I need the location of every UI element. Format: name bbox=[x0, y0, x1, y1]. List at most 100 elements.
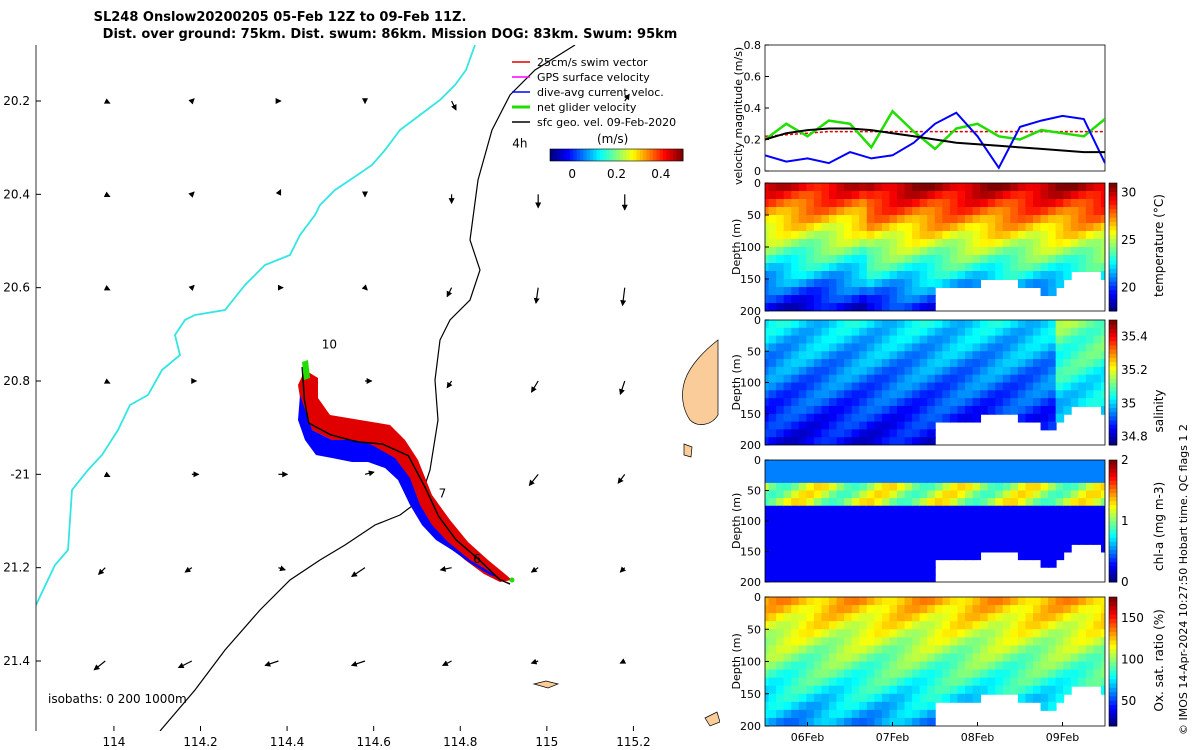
section-cell bbox=[912, 661, 921, 671]
section-cell bbox=[1063, 191, 1072, 200]
section-cell bbox=[813, 382, 823, 392]
section-cell bbox=[927, 303, 936, 311]
depth-tick-label: 50 bbox=[747, 209, 761, 222]
section-cell bbox=[927, 295, 936, 304]
section-cell bbox=[859, 475, 868, 484]
section-cell bbox=[1078, 207, 1087, 216]
section-cell bbox=[934, 513, 944, 522]
section-cell bbox=[768, 279, 778, 288]
section-cell bbox=[972, 359, 982, 368]
section-cell bbox=[829, 207, 838, 216]
section-colorbar-cell bbox=[1109, 328, 1117, 333]
section-cell bbox=[765, 183, 770, 192]
section-cell bbox=[836, 215, 846, 224]
section-cell bbox=[851, 247, 861, 256]
section-cell bbox=[965, 207, 974, 216]
section-cell bbox=[806, 597, 815, 607]
section-cell bbox=[1070, 239, 1080, 248]
section-cell bbox=[912, 413, 921, 423]
section-cell bbox=[995, 359, 1004, 368]
section-cell bbox=[957, 637, 966, 647]
section-cell bbox=[881, 327, 891, 337]
section-cell bbox=[1033, 320, 1042, 329]
section-cell bbox=[776, 359, 785, 368]
section-cell bbox=[836, 498, 846, 507]
section-cell bbox=[806, 413, 815, 423]
section-cell bbox=[874, 390, 883, 400]
colorbar-cell bbox=[603, 149, 608, 161]
section-cell bbox=[919, 271, 929, 280]
colorbar-cell bbox=[626, 149, 631, 161]
section-colorbar-cell bbox=[1109, 500, 1117, 506]
section-cell bbox=[874, 263, 883, 272]
section-cell bbox=[949, 255, 959, 264]
section-cell bbox=[912, 551, 921, 561]
section-cell bbox=[965, 398, 974, 407]
section-cell bbox=[1033, 645, 1042, 655]
section-cell bbox=[1063, 215, 1072, 224]
section-cell bbox=[1040, 279, 1050, 288]
section-cell bbox=[1085, 605, 1095, 615]
section-cell bbox=[980, 215, 989, 224]
section-cell bbox=[798, 359, 808, 368]
section-cell bbox=[776, 247, 785, 256]
section-cell bbox=[980, 335, 989, 345]
section-cell bbox=[765, 475, 770, 484]
section-cell bbox=[798, 613, 808, 623]
section-colorbar-cell bbox=[1109, 204, 1117, 210]
section-colorbar-cell bbox=[1109, 670, 1117, 675]
section-cell bbox=[934, 693, 944, 703]
section-cell bbox=[995, 207, 1004, 216]
section-cell bbox=[987, 390, 997, 400]
colorbar-cell bbox=[556, 149, 561, 161]
section-colorbar-cell bbox=[1109, 516, 1117, 522]
section-cell bbox=[934, 498, 944, 507]
section-colorbar-cell bbox=[1109, 361, 1117, 367]
section-cell bbox=[1033, 629, 1042, 639]
section-cell bbox=[859, 717, 868, 726]
section-cell bbox=[1010, 382, 1019, 392]
section-colorbar-cell bbox=[1109, 289, 1117, 295]
section-cell bbox=[829, 374, 838, 384]
section-cell bbox=[904, 661, 914, 671]
section-colorbar-cell bbox=[1109, 622, 1117, 628]
section-cell bbox=[844, 621, 853, 631]
section-cell bbox=[1048, 467, 1057, 477]
section-cell bbox=[765, 191, 770, 200]
section-cell bbox=[783, 536, 793, 545]
section-cell bbox=[972, 505, 982, 515]
section-colorbar-cell bbox=[1109, 281, 1117, 286]
section-cell bbox=[1025, 621, 1034, 631]
section-cell bbox=[768, 460, 778, 469]
section-cell bbox=[1078, 351, 1087, 361]
section-cell bbox=[1085, 661, 1095, 671]
section-cell bbox=[1017, 382, 1027, 392]
section-cell bbox=[829, 271, 838, 280]
section-cell bbox=[768, 685, 778, 695]
section-cell bbox=[1033, 239, 1042, 248]
geo-vector bbox=[364, 470, 375, 477]
section-cell bbox=[995, 255, 1004, 264]
section-cell bbox=[1017, 551, 1027, 561]
section-cell bbox=[1040, 320, 1050, 329]
section-cell bbox=[1078, 247, 1087, 256]
section-cell bbox=[851, 199, 861, 208]
section-cell bbox=[980, 183, 989, 192]
section-cell bbox=[806, 498, 815, 507]
section-cell bbox=[806, 382, 815, 392]
section-cell bbox=[806, 482, 815, 492]
section-cell bbox=[1002, 621, 1012, 631]
section-cell bbox=[912, 343, 921, 353]
section-cell bbox=[874, 191, 883, 200]
section-cell bbox=[1048, 421, 1057, 431]
section-cell bbox=[1002, 475, 1012, 484]
section-cell bbox=[859, 351, 868, 361]
section-cell bbox=[987, 536, 997, 545]
section-cell bbox=[904, 343, 914, 353]
section-cell bbox=[949, 613, 959, 623]
section-cell bbox=[1048, 335, 1057, 345]
section-cell bbox=[791, 351, 800, 361]
section-cell bbox=[836, 566, 846, 576]
section-cell bbox=[904, 513, 914, 522]
section-cell bbox=[1063, 405, 1072, 415]
